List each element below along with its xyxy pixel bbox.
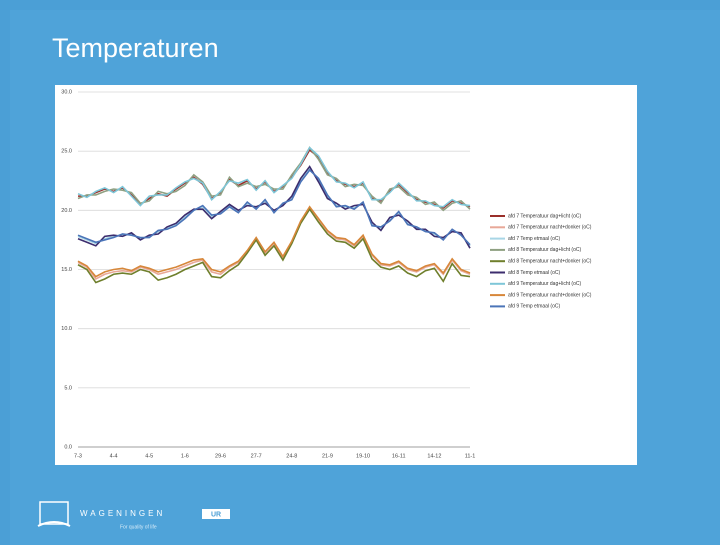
- logo-name: WAGENINGEN: [80, 509, 165, 518]
- y-tick-label: 15.0: [61, 267, 72, 273]
- logo-wave: [37, 521, 71, 527]
- logo-badge: UR: [211, 511, 221, 518]
- x-tick-label: 27-7: [251, 453, 262, 459]
- legend-label: afd 8 Temperatuur nacht+donker (oC): [508, 259, 592, 265]
- legend-label: afd 9 Temperatuur nacht+donker (oC): [508, 292, 592, 298]
- y-tick-label: 5.0: [64, 385, 72, 391]
- logo-icon: [39, 501, 69, 525]
- legend-label: afd 8 Temperatuur dag+licht (oC): [508, 247, 581, 253]
- legend-label: afd 7 Temperatuur dag+licht (oC): [508, 213, 581, 219]
- y-tick-label: 30.0: [61, 89, 72, 95]
- x-tick-label: 4-5: [145, 453, 153, 459]
- x-tick-label: 1-6: [181, 453, 189, 459]
- logo-tagline: For quality of life: [120, 524, 157, 530]
- series-line: [77, 168, 471, 246]
- x-tick-label: 24-8: [286, 453, 297, 459]
- legend-label: afd 9 Temperatuur dag+licht (oC): [508, 281, 581, 287]
- y-tick-label: 10.0: [61, 326, 72, 332]
- series-line: [77, 205, 471, 278]
- x-tick-label: 14-12: [427, 453, 441, 459]
- legend-label: afd 7 Temp etmaal (oC): [508, 236, 560, 242]
- x-tick-label: 21-9: [322, 453, 333, 459]
- series-line: [77, 146, 471, 208]
- y-tick-label: 20.0: [61, 208, 72, 214]
- y-tick-label: 0.0: [64, 444, 72, 450]
- logo: WAGENINGEN UR For quality of life: [37, 501, 230, 530]
- legend-label: afd 8 Temp etmaal (oC): [508, 270, 560, 276]
- x-tick-label: 16-11: [392, 453, 406, 459]
- x-tick-label: 19-10: [356, 453, 370, 459]
- slide-title: Temperaturen: [52, 33, 219, 63]
- x-tick-label: 4-4: [110, 453, 118, 459]
- y-tick-label: 25.0: [61, 149, 72, 155]
- x-tick-label: 29-6: [215, 453, 226, 459]
- x-tick-label: 7-3: [74, 453, 82, 459]
- legend-label: afd 9 Temp etmaal (oC): [508, 304, 560, 310]
- x-tick-label: 11-1: [465, 453, 476, 459]
- logo-badge-box: [202, 509, 230, 519]
- series-line: [77, 207, 471, 284]
- legend-label: afd 7 Temperatuur nacht+donker (oC): [508, 225, 592, 231]
